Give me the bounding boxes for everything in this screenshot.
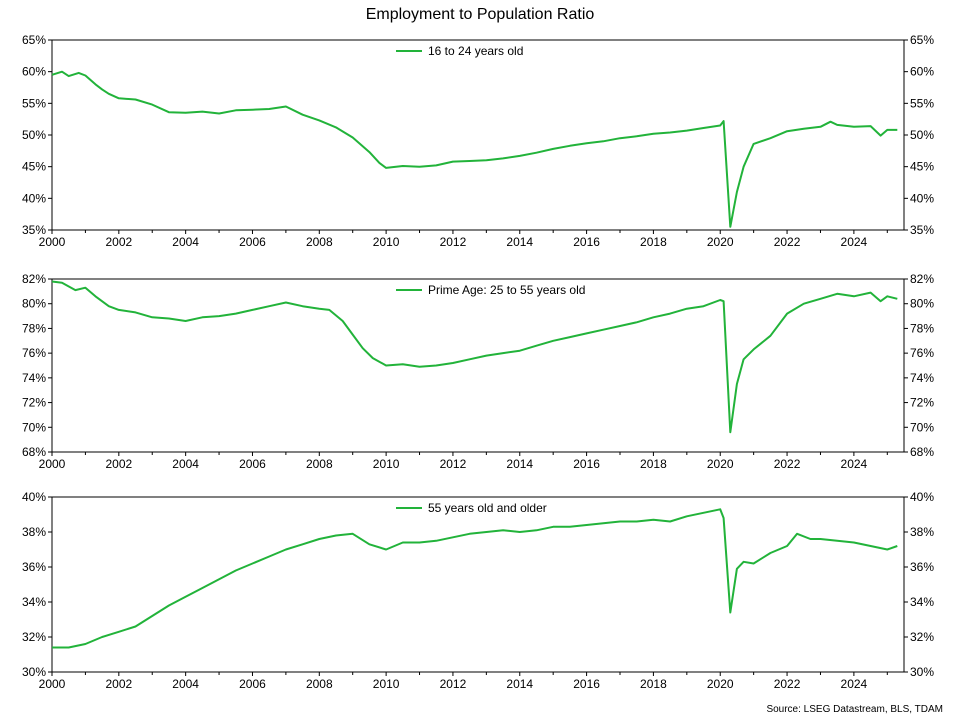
series-line-1: [51, 70, 898, 228]
source-note: Source: LSEG Datastream, BLS, TDAM: [766, 704, 943, 715]
y-tick-label-left: 30%: [22, 665, 46, 679]
x-tick-label: 2010: [373, 457, 400, 471]
x-tick-label: 2000: [39, 457, 66, 471]
x-tick-label: 2004: [172, 235, 199, 249]
x-tick-label: 2008: [306, 677, 333, 691]
x-tick-label: 2012: [440, 677, 467, 691]
series-line-3: [52, 508, 898, 649]
x-tick-label: 2014: [506, 677, 533, 691]
x-tick-label: 2018: [640, 235, 667, 249]
y-tick-label-right: 55%: [910, 96, 934, 110]
x-tick-label: 2014: [506, 457, 533, 471]
x-tick-label: 2010: [373, 677, 400, 691]
series-line-2: [51, 280, 898, 434]
x-tick-label: 2012: [440, 235, 467, 249]
y-tick-label-left: 32%: [22, 630, 46, 644]
plot-frame-2: [51, 278, 905, 453]
y-tick-label-right: 82%: [910, 272, 934, 286]
y-tick-label-right: 78%: [910, 321, 934, 335]
x-tick-label: 2004: [172, 677, 199, 691]
x-tick-label: 2002: [105, 457, 132, 471]
y-tick-label-left: 34%: [22, 595, 46, 609]
y-tick-label-left: 76%: [22, 346, 46, 360]
x-tick-label: 2014: [506, 235, 533, 249]
y-tick-label-right: 65%: [910, 33, 934, 47]
y-tick-label-right: 60%: [910, 65, 934, 79]
x-tick-label: 2016: [573, 457, 600, 471]
y-tick-label-left: 35%: [22, 223, 46, 237]
y-tick-label-right: 34%: [910, 595, 934, 609]
legend-label: 55 years old and older: [428, 501, 547, 515]
x-tick-label: 2002: [105, 235, 132, 249]
y-tick-label-right: 72%: [910, 396, 934, 410]
x-tick-label: 2022: [774, 677, 801, 691]
y-tick-label-left: 38%: [22, 525, 46, 539]
x-tick-label: 2002: [105, 677, 132, 691]
y-tick-label-left: 68%: [22, 445, 46, 459]
x-tick-label: 2006: [239, 235, 266, 249]
y-tick-label-right: 76%: [910, 346, 934, 360]
y-tick-label-left: 65%: [22, 33, 46, 47]
y-tick-label-left: 45%: [22, 160, 46, 174]
y-tick-label-right: 40%: [910, 191, 934, 205]
plot-frame-3: [51, 496, 905, 673]
y-tick-label-right: 45%: [910, 160, 934, 174]
y-tick-label-left: 50%: [22, 128, 46, 142]
x-tick-label: 2006: [239, 457, 266, 471]
x-tick-label: 2024: [841, 677, 868, 691]
x-tick-label: 2004: [172, 457, 199, 471]
y-tick-label-left: 40%: [22, 490, 46, 504]
y-tick-label-left: 78%: [22, 321, 46, 335]
y-tick-label-left: 82%: [22, 272, 46, 286]
x-tick-label: 2022: [774, 235, 801, 249]
y-tick-label-left: 72%: [22, 396, 46, 410]
y-tick-label-left: 55%: [22, 96, 46, 110]
legend-label: Prime Age: 25 to 55 years old: [428, 283, 585, 297]
y-tick-label-right: 68%: [910, 445, 934, 459]
x-tick-label: 2020: [707, 457, 734, 471]
x-tick-label: 2022: [774, 457, 801, 471]
legend-label: 16 to 24 years old: [428, 44, 523, 58]
y-tick-label-right: 38%: [910, 525, 934, 539]
x-tick-label: 2016: [573, 235, 600, 249]
y-tick-label-left: 74%: [22, 371, 46, 385]
x-tick-label: 2018: [640, 457, 667, 471]
x-tick-label: 2016: [573, 677, 600, 691]
y-tick-label-right: 50%: [910, 128, 934, 142]
y-tick-label-right: 40%: [910, 490, 934, 504]
x-tick-label: 2020: [707, 677, 734, 691]
x-tick-label: 2020: [707, 235, 734, 249]
y-tick-label-left: 70%: [22, 420, 46, 434]
x-tick-label: 2012: [440, 457, 467, 471]
x-tick-label: 2006: [239, 677, 266, 691]
x-tick-label: 2000: [39, 677, 66, 691]
y-tick-label-right: 70%: [910, 420, 934, 434]
x-tick-label: 2010: [373, 235, 400, 249]
x-tick-label: 2008: [306, 457, 333, 471]
y-tick-label-left: 60%: [22, 65, 46, 79]
y-tick-label-right: 74%: [910, 371, 934, 385]
y-tick-label-left: 36%: [22, 560, 46, 574]
x-tick-label: 2008: [306, 235, 333, 249]
x-tick-label: 2000: [39, 235, 66, 249]
y-tick-label-right: 30%: [910, 665, 934, 679]
y-tick-label-right: 36%: [910, 560, 934, 574]
chart-title: Employment to Population Ratio: [365, 6, 595, 23]
x-tick-label: 2024: [841, 235, 868, 249]
y-tick-label-right: 35%: [910, 223, 934, 237]
x-tick-label: 2018: [640, 677, 667, 691]
y-tick-label-right: 80%: [910, 297, 934, 311]
y-tick-label-left: 80%: [22, 297, 46, 311]
y-tick-label-right: 32%: [910, 630, 934, 644]
x-tick-label: 2024: [841, 457, 868, 471]
y-tick-label-left: 40%: [22, 191, 46, 205]
